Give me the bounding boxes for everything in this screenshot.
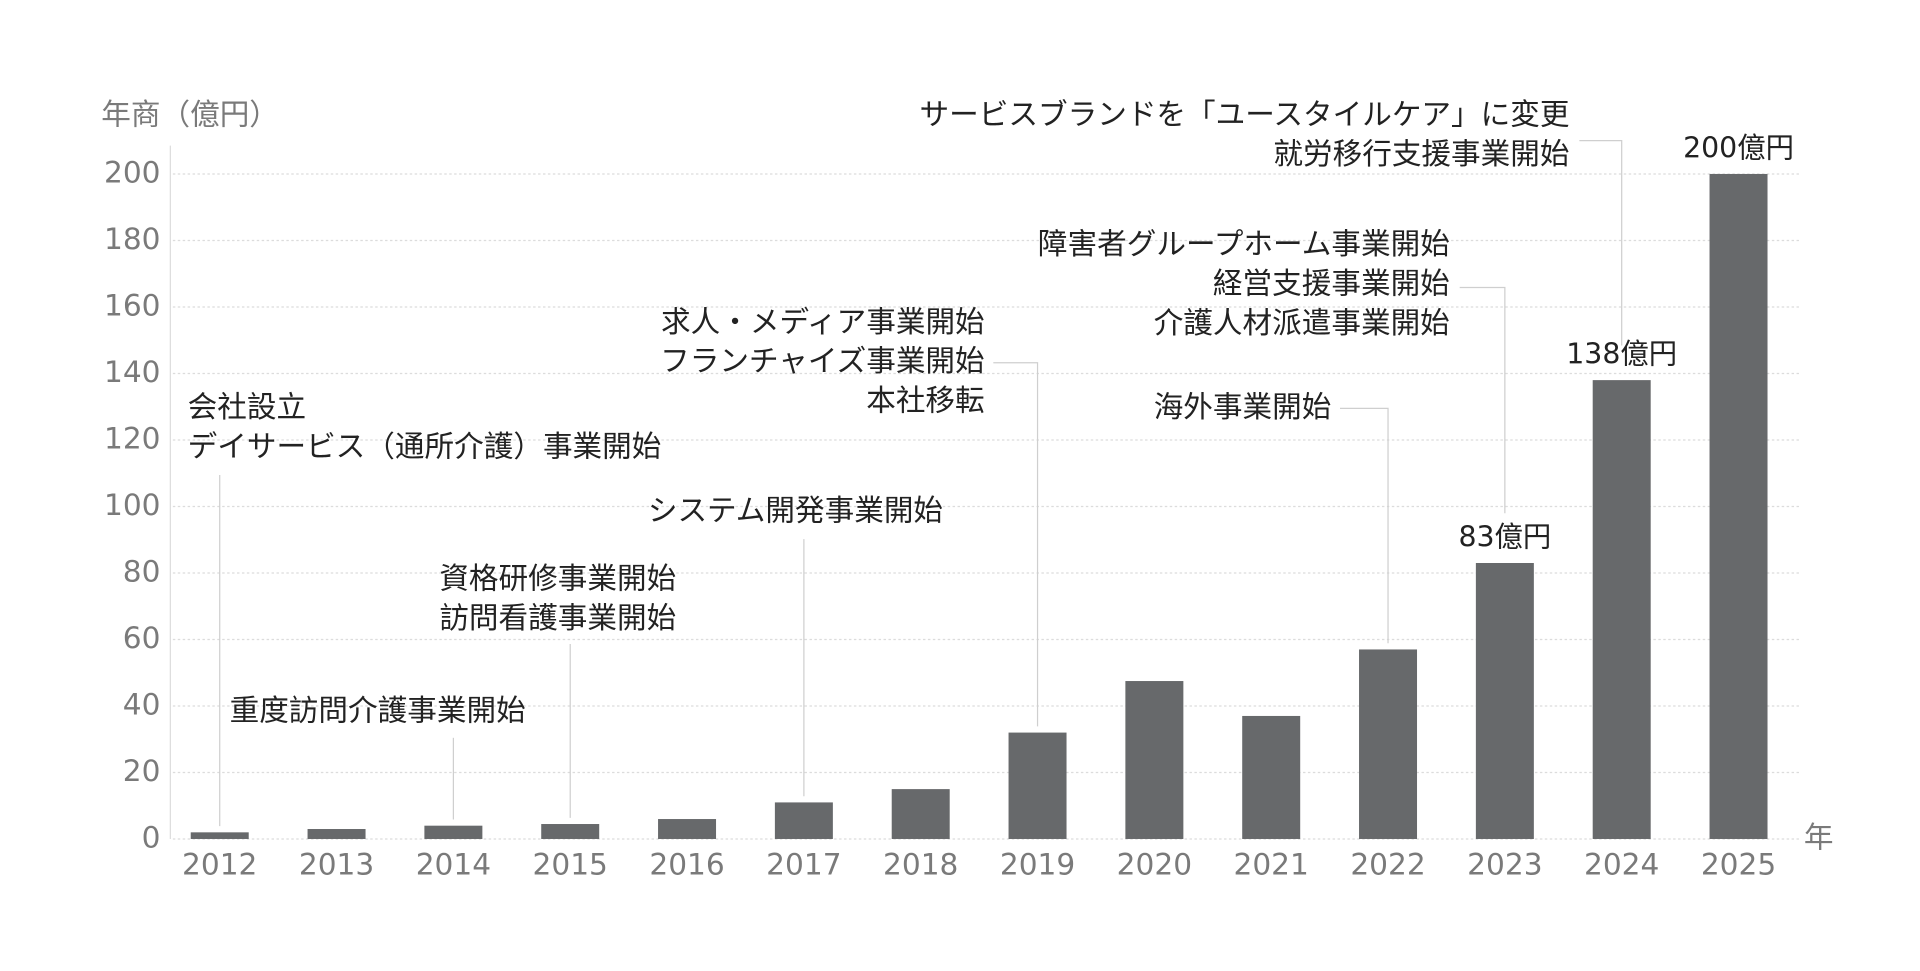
y-tick-label: 100 <box>104 488 161 522</box>
y-tick-label: 40 <box>123 687 161 721</box>
x-tick-label: 2021 <box>1234 848 1309 882</box>
annotation-text: 障害者グループホーム事業開始 <box>1038 227 1450 261</box>
leader-line <box>1340 407 1389 644</box>
annotation-text: サービスブランドを「ユースタイルケア」に変更 <box>920 97 1570 131</box>
x-tick-label: 2023 <box>1467 848 1542 882</box>
leader-line <box>1579 140 1623 346</box>
annotation-text: 就労移行支援事業開始 <box>1273 137 1569 171</box>
bar <box>307 829 366 839</box>
x-tick-label: 2014 <box>416 848 491 882</box>
annotation-text: 経営支援事業開始 <box>1213 267 1450 301</box>
annotation-text: 重度訪問介護事業開始 <box>230 693 526 727</box>
x-tick-label: 2016 <box>649 848 724 882</box>
y-tick-label: 60 <box>123 621 161 655</box>
annotation-text: 求人・メディア事業開始 <box>661 305 985 339</box>
annotation-text: 海外事業開始 <box>1154 390 1332 424</box>
x-tick-label: 2019 <box>1000 848 1075 882</box>
bar <box>1359 649 1418 839</box>
leader-line <box>1459 286 1506 514</box>
x-axis-label: 年 <box>1804 820 1834 854</box>
x-tick-label: 2025 <box>1701 848 1776 882</box>
bar <box>1125 681 1184 839</box>
bar <box>774 802 833 839</box>
x-tick-label: 2024 <box>1584 848 1659 882</box>
y-tick-label: 200 <box>104 155 161 189</box>
bar <box>1475 563 1534 839</box>
bar <box>658 819 717 839</box>
bar <box>1008 732 1067 839</box>
bar <box>1242 715 1301 839</box>
y-tick-label: 140 <box>104 355 161 389</box>
value-label: 200億円 <box>1683 131 1794 164</box>
y-tick-label: 80 <box>123 554 161 588</box>
x-tick-label: 2020 <box>1117 848 1192 882</box>
x-tick-label: 2015 <box>533 848 608 882</box>
x-tick-label: 2022 <box>1350 848 1425 882</box>
annotation-text: 本社移転 <box>866 384 984 418</box>
annotation-text: 会社設立 <box>188 390 306 424</box>
annotation-text: 資格研修事業開始 <box>439 561 676 595</box>
annotation-text: 訪問看護事業開始 <box>439 601 676 635</box>
leader-line <box>993 362 1039 727</box>
bar <box>541 824 600 839</box>
annotation-text: フランチャイズ事業開始 <box>660 344 985 378</box>
y-tick-label: 20 <box>123 754 161 788</box>
bar <box>190 832 249 839</box>
value-label: 83億円 <box>1458 520 1551 553</box>
y-axis-label: 年商（億円） <box>101 97 279 131</box>
y-tick-label: 120 <box>104 421 161 455</box>
x-tick-label: 2012 <box>182 848 257 882</box>
x-tick-label: 2017 <box>766 848 841 882</box>
y-tick-label: 180 <box>104 222 161 256</box>
y-tick-label: 160 <box>104 288 161 322</box>
x-tick-label: 2018 <box>883 848 958 882</box>
x-tick-label: 2013 <box>299 848 374 882</box>
bar <box>1592 380 1651 839</box>
bar <box>891 789 950 839</box>
bar <box>1709 173 1768 839</box>
annotation-text: デイサービス（通所介護）事業開始 <box>188 429 662 463</box>
annotation-text: 介護人材派遣事業開始 <box>1154 306 1450 340</box>
bar <box>424 825 483 839</box>
y-tick-label: 0 <box>142 820 161 854</box>
annotation-text: システム開発事業開始 <box>648 494 943 528</box>
